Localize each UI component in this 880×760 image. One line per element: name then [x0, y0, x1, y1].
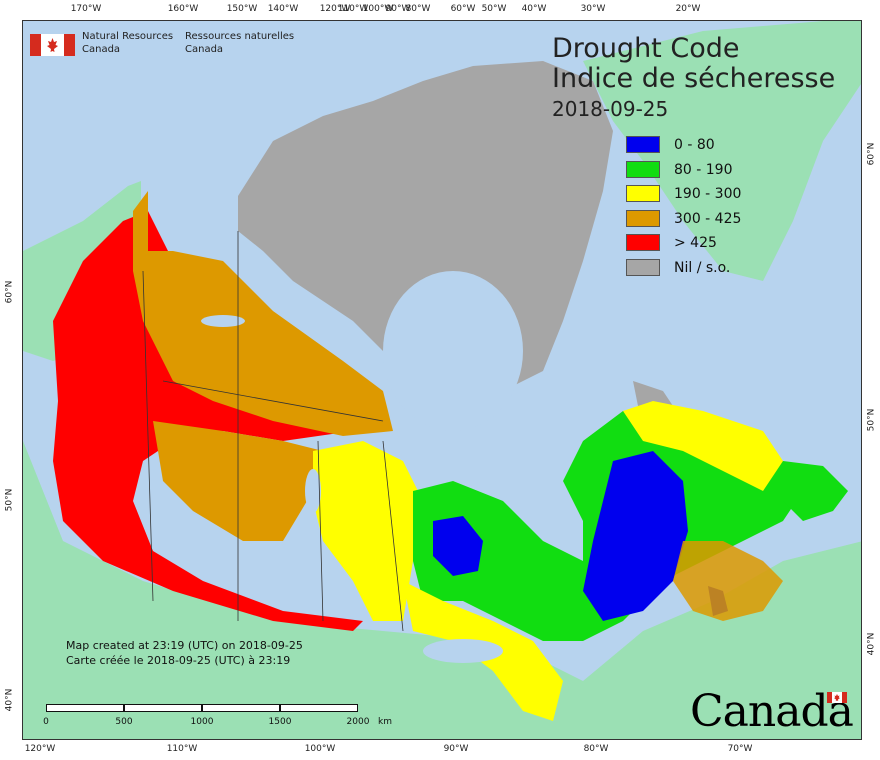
title-fr: Indice de sécheresse [552, 63, 836, 94]
scale-label: 500 [115, 717, 133, 727]
tick-bottom: 90°W [443, 744, 469, 754]
scale-segment [202, 704, 280, 712]
tick-top: 20°W [675, 4, 701, 14]
tick-top: 100°W [362, 4, 394, 14]
legend-swatch [626, 160, 660, 178]
scale-segment [280, 704, 358, 712]
tick-bottom: 110°W [166, 744, 198, 754]
tick-top: 90°W [385, 4, 411, 14]
tick-top: 110°W [337, 4, 369, 14]
scale-segment [46, 704, 124, 712]
legend-swatch [626, 185, 660, 202]
tick-bottom: 120°W [24, 744, 56, 754]
legend-label: 300 - 425 [674, 210, 742, 227]
legend-label: 0 - 80 [674, 137, 715, 153]
scale-label: 0 [43, 717, 49, 727]
map-title: Drought Code Indice de sécheresse 2018-0… [552, 34, 835, 122]
lake-winnipeg [305, 469, 321, 513]
org-name-fr-line1: Ressources naturelles [185, 31, 295, 42]
map-canvas [23, 21, 861, 739]
tick-top: 40°W [521, 4, 547, 14]
tick-left: 40°N [4, 688, 15, 712]
zone-yellow-quebec [623, 401, 783, 491]
greenland-land [583, 21, 861, 281]
canada-wordmark: Canada [690, 686, 854, 737]
tick-top: 120°W [319, 4, 351, 14]
zone-newfoundland [783, 461, 848, 521]
legend-label: 190 - 300 [674, 186, 742, 202]
province-boundaries [142, 231, 404, 632]
map-panel [22, 20, 862, 740]
tick-top: 30°W [580, 4, 606, 14]
legend-swatch [626, 136, 660, 153]
credit-fr: Carte créée le 2018-09-25 (UTC) à 23:19 [66, 654, 291, 667]
canada-flag-icon [30, 34, 75, 56]
tick-left: 50°N [4, 488, 15, 512]
legend-label: Nil / s.o. [674, 259, 731, 276]
legend-label: 80 - 190 [674, 161, 733, 178]
zone-maritimes [673, 541, 783, 621]
legend-swatch [626, 209, 660, 227]
title-en: Drought Code [552, 33, 740, 64]
usa-land [23, 441, 861, 739]
scale-unit: km [378, 717, 392, 727]
zone-blue-hudson [433, 516, 483, 576]
arctic-nodata [238, 61, 613, 401]
tick-left: 60°N [4, 280, 15, 304]
tick-top: 50°W [481, 4, 507, 14]
scale-label: 1000 [190, 717, 214, 727]
zone-blue-quebec [583, 451, 688, 621]
org-name-en: Natural Resources Canada [82, 30, 182, 56]
wordmark-flag-icon [827, 692, 847, 703]
zone-red-west [53, 211, 373, 631]
scale-segment [124, 704, 202, 712]
org-name-en-line2: Canada [82, 44, 121, 55]
tick-bottom: 80°W [583, 744, 609, 754]
great-slave-lake [201, 315, 245, 327]
tick-top: 160°W [167, 4, 199, 14]
tick-right: 40°N [866, 632, 877, 656]
org-name-en-line1: Natural Resources [82, 31, 174, 42]
credit-en: Map created at 23:19 (UTC) on 2018-09-25 [66, 639, 303, 652]
lake-superior [423, 639, 503, 663]
legend-swatch [626, 234, 660, 251]
map-credit: Map created at 23:19 (UTC) on 2018-09-25… [66, 638, 303, 668]
tick-top: 150°W [226, 4, 258, 14]
map-date: 2018-09-25 [552, 97, 669, 121]
tick-bottom: 70°W [727, 744, 753, 754]
zone-orange-north [133, 191, 393, 436]
zone-yellow-central [313, 441, 423, 621]
scale-label: 1500 [268, 717, 292, 727]
tick-top: 140°W [267, 4, 299, 14]
hudson-bay [383, 271, 523, 431]
tick-top: 80°W [405, 4, 431, 14]
tick-right: 50°N [866, 408, 877, 432]
org-name-fr: Ressources naturelles Canada [185, 30, 315, 56]
tick-bottom: 100°W [304, 744, 336, 754]
org-name-fr-line2: Canada [185, 44, 224, 55]
legend-swatch [626, 258, 660, 276]
tick-right: 60°N [866, 142, 877, 166]
tick-top: 170°W [70, 4, 102, 14]
tick-top: 60°W [450, 4, 476, 14]
scale-label: 2000 [346, 717, 370, 727]
legend-label: > 425 [674, 235, 717, 251]
